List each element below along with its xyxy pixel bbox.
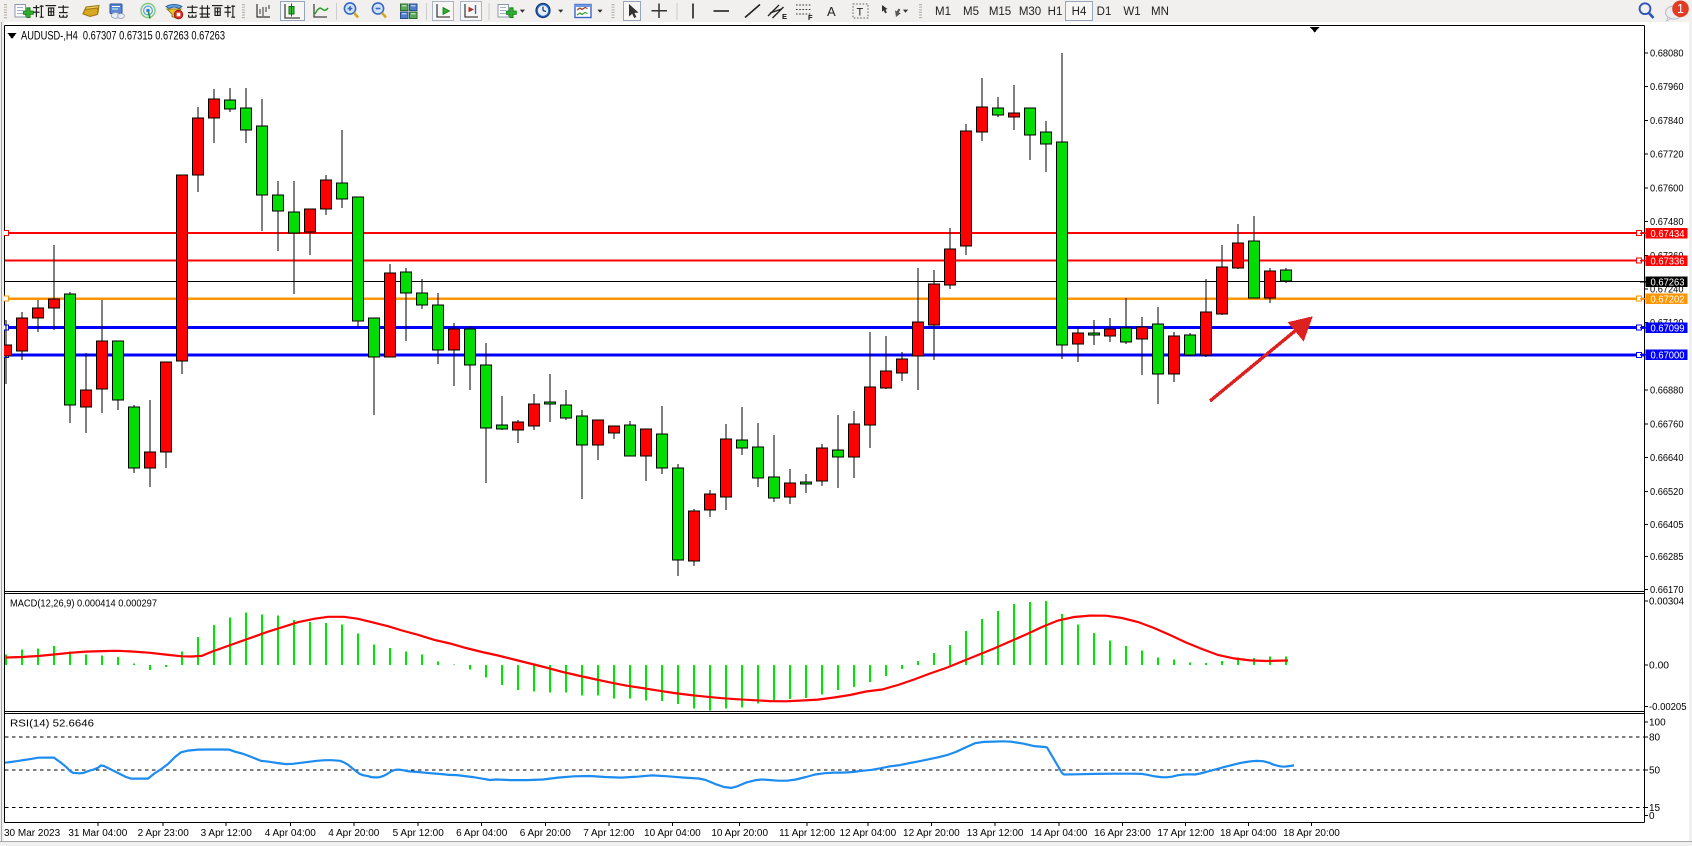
svg-text:0.67840: 0.67840 [1650, 116, 1684, 127]
svg-text:-0.00205: -0.00205 [1649, 702, 1687, 713]
svg-text:0: 0 [1649, 811, 1655, 822]
svg-text:0.66405: 0.66405 [1650, 520, 1684, 531]
svg-text:H1: H1 [1048, 6, 1063, 18]
svg-text:F: F [808, 13, 813, 22]
svg-text:M5: M5 [963, 6, 979, 18]
svg-text:E: E [782, 12, 787, 21]
svg-text:0.66760: 0.66760 [1650, 420, 1684, 431]
svg-text:6 Apr 04:00: 6 Apr 04:00 [456, 828, 508, 839]
svg-text:0.67600: 0.67600 [1650, 183, 1684, 194]
svg-text:2 Apr 23:00: 2 Apr 23:00 [138, 828, 190, 839]
svg-text:0.68080: 0.68080 [1650, 49, 1684, 60]
svg-text:MN: MN [1151, 6, 1169, 18]
svg-text:6 Apr 20:00: 6 Apr 20:00 [520, 828, 572, 839]
svg-text:31 Mar 04:00: 31 Mar 04:00 [68, 828, 127, 839]
svg-text:4 Apr 04:00: 4 Apr 04:00 [265, 828, 317, 839]
svg-text:3 Apr 12:00: 3 Apr 12:00 [201, 828, 253, 839]
svg-text:0.67202: 0.67202 [1651, 294, 1685, 305]
svg-text:12 Apr 04:00: 12 Apr 04:00 [839, 828, 896, 839]
svg-text:4 Apr 20:00: 4 Apr 20:00 [328, 828, 380, 839]
svg-text:M1: M1 [935, 6, 951, 18]
svg-text:0.66520: 0.66520 [1650, 487, 1684, 498]
svg-text:D1: D1 [1097, 6, 1112, 18]
svg-text:0.66880: 0.66880 [1650, 386, 1684, 397]
svg-text:50: 50 [1649, 766, 1661, 777]
svg-text:11 Apr 12:00: 11 Apr 12:00 [779, 828, 835, 839]
svg-text:T: T [857, 7, 864, 19]
svg-text:0.00: 0.00 [1649, 661, 1669, 672]
svg-text:5 Apr 12:00: 5 Apr 12:00 [393, 828, 445, 839]
svg-text:0.66170: 0.66170 [1650, 585, 1684, 596]
svg-text:7 Apr 12:00: 7 Apr 12:00 [583, 828, 635, 839]
svg-text:14 Apr 04:00: 14 Apr 04:00 [1031, 828, 1088, 839]
svg-text:AUDUSD-,H4 0.67307 0.67315 0.: AUDUSD-,H4 0.67307 0.67315 0.67263 0.672… [21, 31, 225, 43]
svg-text:18 Apr 04:00: 18 Apr 04:00 [1220, 828, 1277, 839]
svg-text:0.67434: 0.67434 [1651, 229, 1685, 240]
svg-text:80: 80 [1649, 733, 1661, 744]
svg-text:18 Apr 20:00: 18 Apr 20:00 [1283, 828, 1340, 839]
svg-text:15: 15 [1649, 803, 1661, 814]
svg-text:0.66640: 0.66640 [1650, 453, 1684, 464]
svg-text:0.67240: 0.67240 [1650, 285, 1684, 296]
svg-text:16 Apr 23:00: 16 Apr 23:00 [1094, 828, 1151, 839]
svg-text:0.67099: 0.67099 [1651, 323, 1685, 334]
svg-text:0.67480: 0.67480 [1650, 217, 1684, 228]
svg-text:0.66285: 0.66285 [1650, 552, 1684, 563]
svg-text:MACD(12,26,9) 0.000414 0.00029: MACD(12,26,9) 0.000414 0.000297 [10, 598, 157, 610]
svg-text:30 Mar 2023: 30 Mar 2023 [4, 828, 61, 839]
svg-text:A: A [827, 4, 836, 19]
svg-text:0.67960: 0.67960 [1650, 82, 1684, 93]
svg-text:0.67336: 0.67336 [1651, 256, 1685, 267]
svg-text:0.00304: 0.00304 [1649, 597, 1684, 608]
svg-text:0.67263: 0.67263 [1651, 277, 1685, 288]
svg-text:10 Apr 20:00: 10 Apr 20:00 [711, 828, 768, 839]
svg-text:1: 1 [1677, 2, 1684, 16]
svg-text:17 Apr 12:00: 17 Apr 12:00 [1157, 828, 1214, 839]
svg-text:M30: M30 [1019, 6, 1041, 18]
svg-text:0.67720: 0.67720 [1650, 150, 1684, 161]
svg-text:M15: M15 [989, 6, 1011, 18]
svg-text:W1: W1 [1123, 6, 1140, 18]
svg-text:H4: H4 [1072, 6, 1087, 18]
svg-text:12 Apr 20:00: 12 Apr 20:00 [903, 828, 960, 839]
svg-text:100: 100 [1649, 718, 1666, 729]
svg-text:RSI(14) 52.6646: RSI(14) 52.6646 [10, 718, 94, 730]
svg-text:10 Apr 04:00: 10 Apr 04:00 [644, 828, 701, 839]
svg-text:13 Apr 12:00: 13 Apr 12:00 [967, 828, 1024, 839]
svg-text:0.67000: 0.67000 [1651, 350, 1685, 361]
